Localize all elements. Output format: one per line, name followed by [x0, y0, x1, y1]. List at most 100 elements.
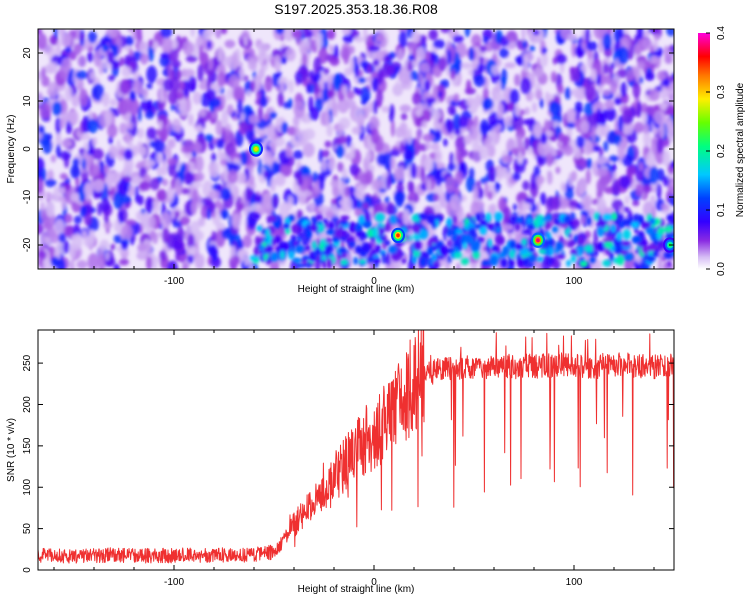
- spectrogram-cell: [297, 237, 302, 244]
- spectrogram-cell: [76, 259, 88, 269]
- spectrogram-cell: [156, 189, 168, 202]
- spectrogram-x-tick-label: 0: [371, 276, 377, 287]
- spectrogram-cell: [487, 144, 496, 158]
- spectrogram-cell: [597, 83, 604, 94]
- spectrogram-cell: [87, 253, 99, 269]
- spectrogram-cell: [179, 98, 189, 117]
- spectrogram-cell: [433, 193, 440, 202]
- spectrogram-cell: [596, 219, 607, 230]
- spectrogram-cell: [145, 159, 156, 167]
- spectrogram-cell: [552, 56, 558, 65]
- spectrogram-cell: [260, 64, 265, 74]
- spectrogram-cell: [452, 231, 457, 242]
- spectrogram-cell: [209, 161, 220, 178]
- spectrogram-cell: [450, 251, 456, 259]
- spectrogram-cell: [271, 195, 279, 208]
- spectrogram-cell: [119, 122, 128, 135]
- spectrogram-cell: [331, 236, 340, 243]
- spectrogram-cell: [211, 152, 217, 162]
- spectrogram-cell: [319, 77, 325, 91]
- spectrogram-cell: [586, 216, 592, 226]
- spectrogram-cell: [645, 226, 655, 235]
- spectrogram-cell: [344, 185, 350, 199]
- spectrogram-cell: [452, 113, 462, 132]
- spectrogram-cell: [602, 63, 610, 74]
- spectrogram-cell: [124, 202, 130, 209]
- spectrogram-cell: [514, 103, 521, 117]
- spectrogram-cell: [200, 204, 208, 220]
- spectrogram-cell: [287, 195, 294, 207]
- spectrogram-cell: [146, 127, 157, 140]
- spectrogram-cell: [431, 108, 442, 121]
- spectrogram-cell: [119, 78, 131, 95]
- spectrogram-cell: [570, 248, 578, 257]
- spectrogram-cell: [231, 213, 241, 230]
- spectrogram-cell: [521, 29, 526, 43]
- spectrogram-cell: [159, 249, 167, 261]
- spectrogram-cell: [297, 129, 309, 147]
- spectrogram-cell: [65, 120, 73, 135]
- spectrogram-cell: [590, 68, 597, 82]
- spectrogram-cell: [430, 51, 436, 62]
- spectrogram-cell: [38, 33, 48, 50]
- spectrogram-cell: [228, 214, 233, 229]
- spectrogram-cell: [105, 29, 118, 39]
- spectrogram-cell: [423, 157, 435, 173]
- spectrogram-cell: [121, 224, 133, 240]
- spectrogram-cell: [644, 71, 655, 81]
- spectrogram-cell: [162, 78, 174, 92]
- spectrogram-cell: [197, 217, 206, 227]
- spectrogram-cell: [500, 257, 508, 268]
- spectrogram-cell: [373, 99, 378, 115]
- spectrogram-cell: [162, 89, 168, 99]
- spectrogram-cell: [375, 212, 385, 222]
- spectrogram-cell: [441, 79, 450, 89]
- spectrogram-cell: [602, 259, 612, 267]
- spectrogram-cell: [658, 256, 662, 269]
- spectrogram-cell: [239, 202, 245, 210]
- spectrogram-cell: [483, 138, 491, 149]
- spectrogram-cell: [643, 129, 651, 148]
- spectrogram-cell: [473, 74, 486, 87]
- spectrogram-cell: [97, 202, 102, 216]
- spectrogram-cell: [529, 45, 535, 52]
- spectrogram-cell: [592, 145, 601, 152]
- spectrogram-cell: [194, 253, 205, 269]
- spectrogram-cell: [591, 125, 596, 143]
- spectrogram-cell: [161, 178, 169, 187]
- spectrogram-cell: [479, 147, 490, 160]
- spectrogram-cell: [339, 180, 346, 197]
- spectrogram-cell: [455, 147, 460, 162]
- colorbar-label: Normalized spectral amplitude: [735, 82, 746, 217]
- spectrogram-cell: [349, 57, 355, 74]
- spectrogram-cell: [466, 96, 474, 107]
- spectrogram-cell: [447, 226, 452, 238]
- spectrogram-cell: [398, 30, 407, 48]
- snr-y-tick-label: 200: [22, 396, 33, 413]
- spectrogram-cell: [205, 89, 217, 101]
- spectrogram-cell: [489, 255, 499, 267]
- spectrogram-cell: [661, 203, 669, 211]
- spectrogram-cell: [381, 62, 392, 78]
- spectrogram-cell: [397, 48, 404, 62]
- spectrogram-cell: [196, 124, 202, 132]
- spectrogram-cell: [244, 186, 252, 202]
- spectrogram-cell: [273, 54, 282, 72]
- spectrogram-cell: [64, 46, 72, 54]
- spectrogram-cell: [45, 178, 57, 188]
- spectrogram-cell: [262, 150, 273, 166]
- spectrogram-cell: [653, 38, 658, 53]
- spectrogram-cell: [237, 98, 243, 115]
- spectrogram-cell: [121, 66, 133, 78]
- spectrogram-cell: [420, 166, 426, 184]
- spectrogram-cell: [386, 202, 395, 216]
- spectrogram-cell: [303, 45, 311, 53]
- spectrogram-cell: [79, 88, 89, 107]
- spectrogram-cell: [584, 244, 594, 253]
- spectrogram-cell: [415, 109, 423, 117]
- spectrogram-cell: [178, 80, 185, 92]
- spectrogram-cell: [355, 245, 362, 254]
- spectrogram-cell: [645, 152, 656, 168]
- spectrogram-cell: [611, 212, 618, 221]
- spectrogram-cell: [449, 152, 454, 166]
